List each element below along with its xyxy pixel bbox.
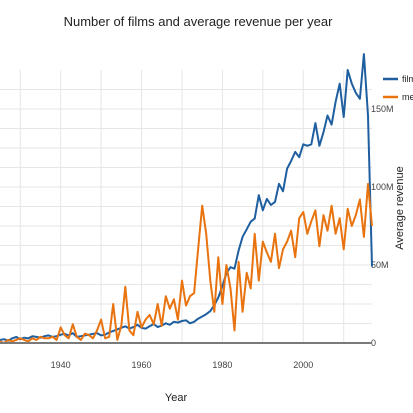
legend-label: mean revenue (402, 92, 413, 102)
x-tick-label: 2000 (293, 360, 313, 370)
x-tick-label: 1940 (51, 360, 71, 370)
series-line-mean-revenue (0, 182, 373, 344)
series-layer (0, 53, 373, 344)
y2-axis-title: Average revenue (394, 166, 406, 250)
x-tick-label: 1980 (212, 360, 232, 370)
chart-title: Number of films and average revenue per … (64, 14, 333, 29)
legend-label: films (402, 74, 413, 84)
x-ticks: 1940 1960 1980 2000 (51, 360, 314, 370)
y2-tick-label: 0 (371, 338, 376, 348)
gridlines (0, 70, 372, 343)
y2-tick-label: 50M (371, 260, 389, 270)
legend: films mean revenue (383, 74, 413, 102)
y2-ticks: 0 50M 100M 150M (371, 104, 394, 348)
series-line-films (0, 53, 373, 342)
y2-tick-label: 100M (371, 182, 394, 192)
x-tick-label: 1960 (132, 360, 152, 370)
y2-tick-label: 150M (371, 104, 394, 114)
x-axis-title: Year (165, 392, 188, 404)
